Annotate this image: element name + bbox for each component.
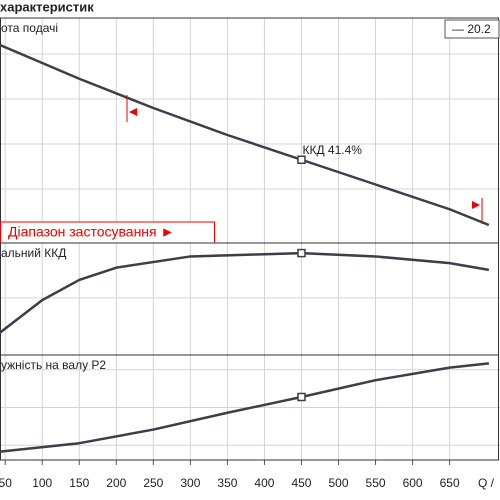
duty-point — [297, 248, 306, 258]
range-label: Діапазон застосування ► — [8, 224, 174, 240]
x-tick-label: 400 — [254, 476, 274, 490]
annotation: ККД 41.4% — [302, 143, 362, 157]
x-tick-label: 250 — [143, 476, 163, 490]
legend-box — [444, 19, 500, 39]
x-tick-label: 50 — [0, 476, 12, 490]
x-tick-label: 350 — [217, 476, 237, 490]
x-tick-label: 100 — [32, 476, 52, 490]
curve — [0, 362, 490, 453]
x-tick-label: 650 — [440, 476, 460, 490]
duty-point — [297, 155, 306, 164]
x-tick-label: 300 — [180, 476, 200, 490]
x-tick-label: 600 — [403, 476, 423, 490]
x-tick-label: 500 — [329, 476, 349, 490]
panel-label: альний ККД — [1, 246, 66, 260]
range-arrow — [129, 108, 137, 116]
x-tick-label: 450 — [291, 476, 311, 490]
x-tick-label: 550 — [366, 476, 386, 490]
panel-label: ота подачі — [1, 21, 58, 35]
curve — [0, 43, 490, 227]
panel-frame — [0, 354, 499, 461]
duty-point — [297, 392, 306, 402]
panel-label: ужність на валу P2 — [1, 358, 106, 372]
curve — [0, 251, 490, 334]
x-axis-label: Q / — [478, 476, 495, 490]
x-tick-label: 200 — [106, 476, 126, 490]
range-arrow — [472, 201, 480, 209]
x-tick-label: 150 — [69, 476, 89, 490]
legend-label: — 20.2 — [452, 22, 491, 36]
chart-title: характеристик — [0, 0, 94, 14]
